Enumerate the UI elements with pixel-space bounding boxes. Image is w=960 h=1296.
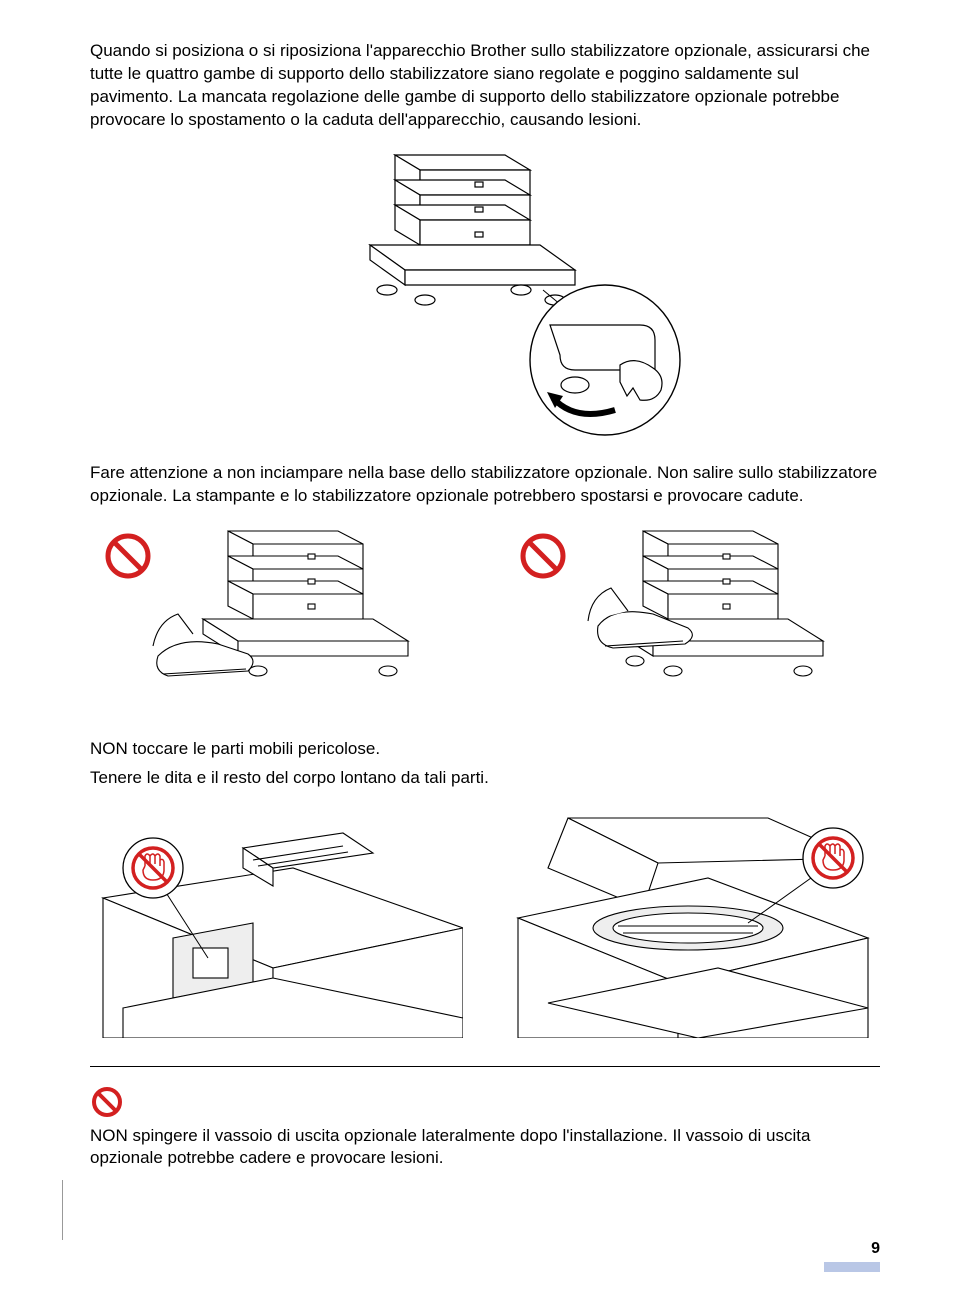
page-footer: 9 bbox=[824, 1240, 880, 1272]
paragraph-1: Quando si posiziona o si riposiziona l'a… bbox=[90, 40, 880, 132]
footer-accent-bar bbox=[824, 1262, 880, 1272]
figure-stabilizer-adjust bbox=[90, 150, 880, 440]
page-number: 9 bbox=[871, 1240, 880, 1258]
page: Quando si posiziona o si riposiziona l'a… bbox=[0, 0, 960, 1296]
illustration-stabilizer-adjust bbox=[275, 150, 695, 440]
paragraph-5: NON spingere il vassoio di uscita opzion… bbox=[90, 1125, 880, 1171]
margin-line bbox=[62, 1180, 63, 1240]
prohibit-inline-icon bbox=[90, 1085, 880, 1119]
prohibit-icon bbox=[90, 1085, 124, 1119]
illustration-moving-parts-1 bbox=[93, 808, 463, 1038]
figure-row-trip-hazard bbox=[90, 526, 880, 716]
paragraph-2: Fare attenzione a non inciampare nella b… bbox=[90, 462, 880, 508]
section-divider bbox=[90, 1066, 880, 1067]
paragraph-4: Tenere le dita e il resto del corpo lont… bbox=[90, 767, 880, 790]
figure-row-moving-parts bbox=[90, 808, 880, 1038]
illustration-trip-prohibit-2 bbox=[513, 526, 873, 716]
illustration-moving-parts-2 bbox=[508, 808, 878, 1038]
paragraph-3: NON toccare le parti mobili pericolose. bbox=[90, 738, 880, 761]
illustration-trip-prohibit-1 bbox=[98, 526, 458, 716]
